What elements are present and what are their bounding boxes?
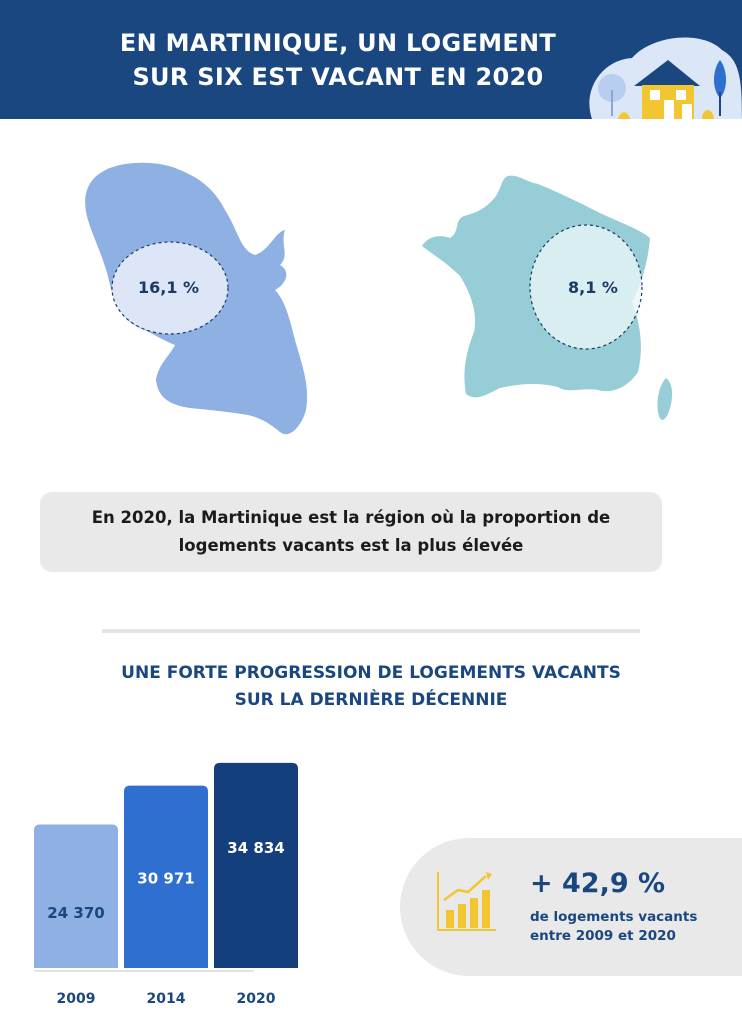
growth-caption-line1: de logements vacants bbox=[530, 909, 698, 925]
bar-2020 bbox=[214, 762, 298, 968]
x-tick-label: 2020 bbox=[237, 991, 276, 1007]
growth-callout: + 42,9 % de logements vacants entre 2009… bbox=[400, 838, 742, 976]
page-title: EN MARTINIQUE, UN LOGEMENT SUR SIX EST V… bbox=[0, 26, 676, 94]
growth-caption-line2: entre 2009 et 2020 bbox=[530, 928, 676, 944]
growth-percent: + 42,9 % bbox=[530, 868, 666, 899]
info-box: En 2020, la Martinique est la région où … bbox=[40, 492, 662, 572]
bar-value-label: 34 834 bbox=[227, 839, 284, 857]
section-title-line1: UNE FORTE PROGRESSION DE LOGEMENTS VACAN… bbox=[121, 663, 621, 683]
page-title-line2: SUR SIX EST VACANT EN 2020 bbox=[132, 63, 544, 91]
comparison-maps: 16,1 % 8,1 % bbox=[0, 150, 742, 450]
rising-chart-icon bbox=[437, 872, 496, 931]
info-line2: logements vacants est la plus élevée bbox=[178, 536, 524, 555]
x-tick-label: 2009 bbox=[57, 991, 96, 1007]
france-percent: 8,1 % bbox=[568, 278, 618, 297]
info-line1: En 2020, la Martinique est la région où … bbox=[91, 508, 611, 527]
page-title-line1: EN MARTINIQUE, UN LOGEMENT bbox=[119, 29, 557, 57]
bar-value-label: 30 971 bbox=[137, 870, 194, 888]
france-map bbox=[422, 175, 673, 420]
bar-2014 bbox=[124, 785, 208, 968]
bar-value-label: 24 370 bbox=[47, 904, 104, 922]
header-banner: EN MARTINIQUE, UN LOGEMENT SUR SIX EST V… bbox=[0, 0, 742, 119]
martinique-percent: 16,1 % bbox=[138, 278, 200, 297]
x-tick-label: 2014 bbox=[147, 991, 186, 1007]
martinique-map bbox=[85, 162, 308, 435]
section-title-line2: SUR LA DERNIÈRE DÉCENNIE bbox=[234, 690, 508, 710]
house-illustration-icon bbox=[589, 37, 742, 119]
section-divider bbox=[102, 629, 640, 633]
growth-caption: de logements vacants entre 2009 et 2020 bbox=[530, 908, 730, 946]
bar-2009 bbox=[34, 824, 118, 968]
section-title: UNE FORTE PROGRESSION DE LOGEMENTS VACAN… bbox=[40, 660, 702, 714]
vacant-housing-bar-chart: 24 370 2009 30 971 2014 34 834 2020 bbox=[34, 762, 298, 1007]
